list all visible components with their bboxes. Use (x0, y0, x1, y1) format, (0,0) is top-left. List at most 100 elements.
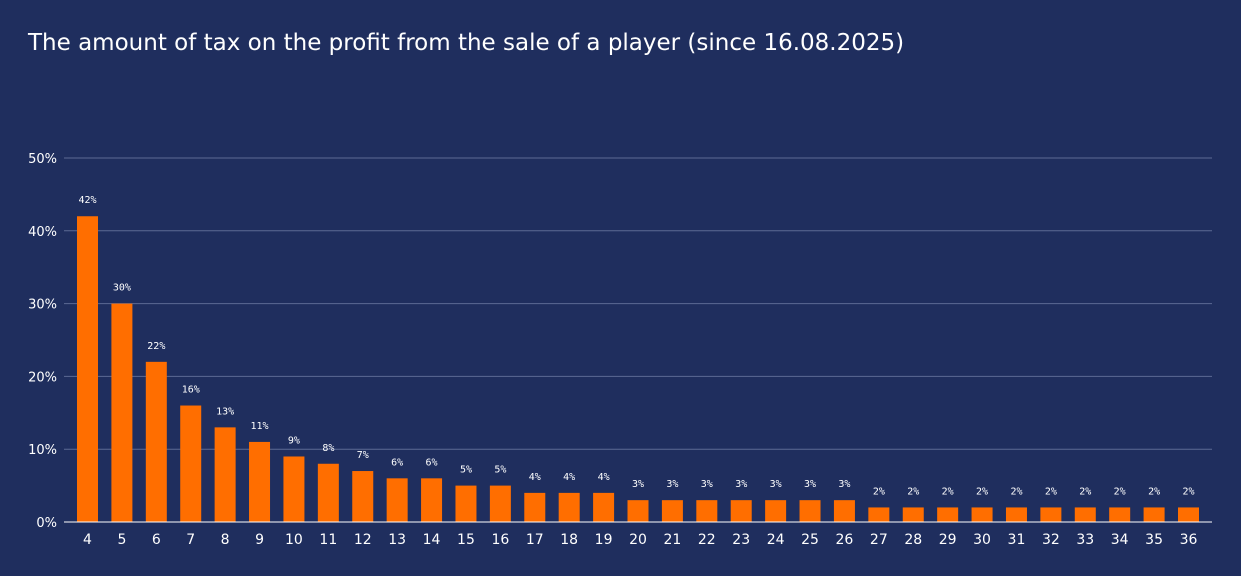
y-tick-label: 20% (28, 370, 57, 385)
x-tick-label: 31 (1008, 532, 1026, 548)
x-tick-label: 23 (732, 532, 750, 548)
bar (145, 361, 167, 522)
x-tick-label: 36 (1180, 532, 1198, 548)
bar (111, 303, 133, 522)
y-tick-label: 50% (28, 152, 57, 167)
data-label: 6% (426, 457, 438, 468)
bar (661, 500, 683, 522)
bar (1005, 507, 1027, 522)
data-label: 7% (357, 450, 369, 461)
bar (489, 485, 511, 522)
bar (180, 405, 202, 522)
y-tick-label: 10% (28, 443, 57, 458)
data-label: 2% (942, 486, 954, 497)
bar (868, 507, 890, 522)
x-tick-label: 34 (1111, 532, 1129, 548)
data-label: 42% (78, 195, 96, 206)
x-tick-label: 14 (423, 532, 441, 548)
bar (214, 427, 236, 522)
data-label: 22% (147, 341, 165, 352)
data-label: 2% (907, 486, 919, 497)
x-tick-label: 12 (354, 532, 372, 548)
bar (696, 500, 718, 522)
bar (77, 216, 98, 523)
x-tick-label: 7 (186, 532, 195, 548)
data-label: 3% (632, 479, 644, 490)
data-label: 2% (1114, 486, 1126, 497)
bar (1178, 507, 1199, 522)
x-tick-label: 20 (629, 532, 647, 548)
x-tick-label: 4 (83, 532, 92, 548)
x-tick-label: 16 (491, 532, 509, 548)
x-tick-label: 32 (1042, 532, 1060, 548)
bar (593, 492, 615, 522)
data-label: 30% (113, 283, 131, 294)
y-tick-label: 0% (36, 516, 57, 531)
data-label: 4% (529, 472, 541, 483)
bar (317, 463, 339, 522)
x-tick-label: 18 (560, 532, 578, 548)
x-tick-label: 8 (221, 532, 230, 548)
bar (1040, 507, 1062, 522)
x-tick-label: 17 (526, 532, 544, 548)
data-label: 13% (216, 406, 234, 417)
data-label: 3% (701, 479, 713, 490)
y-tick-label: 40% (28, 225, 57, 240)
bar (833, 500, 855, 522)
x-tick-label: 29 (939, 532, 957, 548)
x-tick-label: 19 (595, 532, 613, 548)
bar (352, 471, 374, 522)
data-label: 2% (873, 486, 885, 497)
data-label: 3% (735, 479, 747, 490)
bar (1143, 507, 1165, 522)
data-label: 6% (391, 457, 403, 468)
data-label: 5% (494, 465, 506, 476)
bar (249, 441, 271, 522)
bar (799, 500, 821, 522)
bar (1074, 507, 1096, 522)
bar (524, 492, 546, 522)
data-label: 2% (1182, 486, 1194, 497)
data-label: 9% (288, 435, 300, 446)
x-tick-label: 27 (870, 532, 888, 548)
bar (421, 478, 443, 522)
y-tick-label: 30% (28, 298, 57, 313)
data-label: 8% (322, 443, 334, 454)
data-label: 3% (804, 479, 816, 490)
bar (455, 485, 477, 522)
bar (971, 507, 993, 522)
chart-title: The amount of tax on the profit from the… (28, 30, 905, 56)
bar (730, 500, 752, 522)
x-tick-label: 30 (973, 532, 991, 548)
bar (386, 478, 408, 522)
x-tick-label: 35 (1145, 532, 1163, 548)
data-label: 3% (838, 479, 850, 490)
x-tick-label: 10 (285, 532, 303, 548)
x-tick-label: 26 (836, 532, 854, 548)
x-tick-label: 25 (801, 532, 819, 548)
data-label: 4% (598, 472, 610, 483)
x-tick-label: 24 (767, 532, 785, 548)
x-tick-label: 33 (1076, 532, 1094, 548)
x-tick-label: 5 (117, 532, 126, 548)
data-label: 2% (1045, 486, 1057, 497)
bar (558, 492, 580, 522)
x-tick-label: 15 (457, 532, 475, 548)
data-label: 2% (1079, 486, 1091, 497)
bar (1109, 507, 1131, 522)
bar (765, 500, 787, 522)
bar (283, 456, 305, 522)
bar (627, 500, 649, 522)
data-label: 3% (770, 479, 782, 490)
data-label: 4% (563, 472, 575, 483)
data-label: 2% (1148, 486, 1160, 497)
data-label: 11% (251, 421, 269, 432)
x-tick-label: 13 (388, 532, 406, 548)
x-tick-label: 9 (255, 532, 264, 548)
data-label: 3% (666, 479, 678, 490)
x-tick-label: 22 (698, 532, 716, 548)
x-tick-label: 6 (152, 532, 161, 548)
x-tick-label: 11 (319, 532, 337, 548)
data-label: 2% (1010, 486, 1022, 497)
